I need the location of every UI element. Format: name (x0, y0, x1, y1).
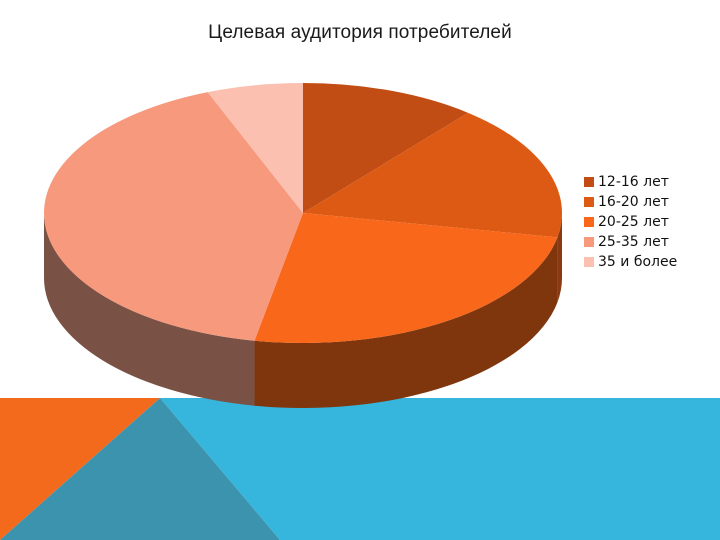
background-blue-band (160, 398, 720, 540)
pie-slice-35-plus (207, 83, 303, 213)
chart-title: Целевая аудитория потребителей (208, 22, 512, 43)
pie-slice-20-25 (254, 213, 558, 344)
legend-label-35-plus: 35 и более (598, 254, 678, 270)
background-teal-triangle (0, 398, 280, 540)
pie-slice-16-20 (303, 112, 562, 238)
legend-label-20-25: 20-25 лет (598, 214, 669, 230)
legend-label-16-20: 16-20 лет (598, 194, 669, 210)
legend-swatch-12-16 (584, 177, 594, 187)
legend-label-25-35: 25-35 лет (598, 234, 669, 250)
background-shapes (0, 398, 720, 540)
pie-slice-25-35 (43, 92, 304, 341)
legend-item: 35 и более (584, 252, 677, 272)
legend-swatch-20-25 (584, 217, 594, 227)
legend-swatch-35-plus (584, 257, 594, 267)
pie-side-25-35 (44, 213, 255, 406)
chart-legend: 12-16 лет 16-20 лет 20-25 лет 25-35 лет … (584, 172, 677, 272)
legend-item: 25-35 лет (584, 232, 677, 252)
legend-item: 16-20 лет (584, 192, 677, 212)
legend-swatch-16-20 (584, 197, 594, 207)
pie-slices (43, 82, 562, 344)
pie-side-16-20 (557, 213, 562, 303)
pie-side-20-25 (254, 237, 558, 409)
legend-swatch-25-35 (584, 237, 594, 247)
legend-label-12-16: 12-16 лет (598, 174, 669, 190)
legend-item: 20-25 лет (584, 212, 677, 232)
pie-side-walls (44, 213, 562, 409)
legend-item: 12-16 лет (584, 172, 677, 192)
pie-slice-12-16 (303, 82, 469, 213)
